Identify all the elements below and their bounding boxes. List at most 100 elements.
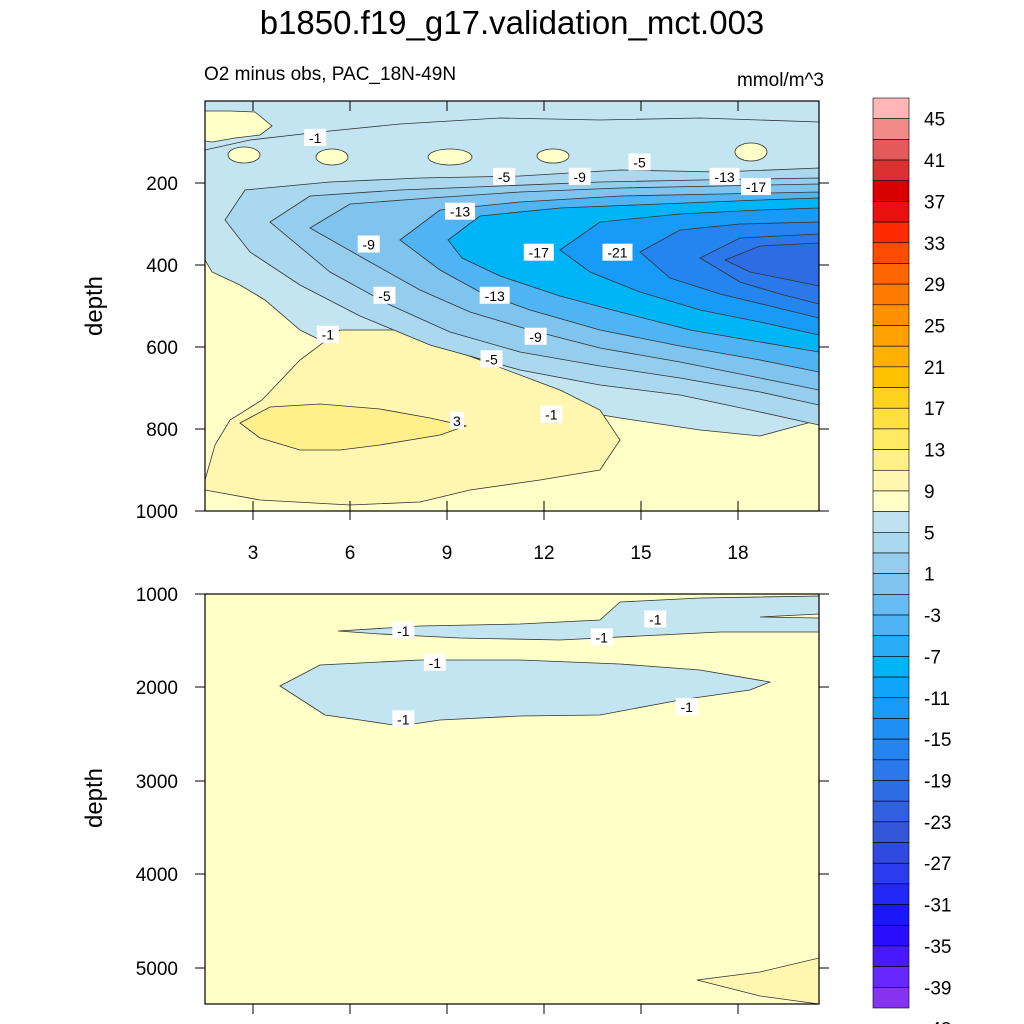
contour-label: -5	[498, 169, 511, 185]
colorbar-label: -23	[924, 813, 951, 834]
colorbar-swatch	[872, 325, 910, 347]
region-pos1-upper	[205, 110, 273, 143]
colorbar-swatch	[872, 966, 910, 988]
contour-label-bg	[392, 710, 415, 728]
colorbar-swatch	[872, 345, 910, 368]
contour-label-bg	[445, 202, 476, 220]
lower-y-axis-label: depth	[81, 768, 108, 828]
chart-title: b1850.f19_g17.validation_mct.003	[259, 4, 765, 41]
contour-label: -9	[573, 169, 586, 185]
lower-contour-field	[205, 594, 819, 1004]
contour-label: -13	[485, 288, 505, 304]
contour-label-bg	[357, 235, 380, 253]
colorbar-swatch	[872, 469, 910, 492]
region-pos3-deep	[696, 957, 819, 1004]
contour-label-bg	[741, 178, 772, 196]
chart-subtitle: O2 minus obs, PAC_18N-49N	[204, 64, 457, 85]
contour-label: -21	[607, 245, 627, 261]
lower-frame	[204, 593, 820, 1005]
colorbar-swatch	[872, 263, 910, 285]
colorbar-label: 41	[924, 151, 945, 172]
contour-label-bg	[628, 153, 651, 171]
upper-y-tick-labels: 200 400 600 800 1000	[136, 174, 178, 523]
contour-label-bg	[524, 327, 547, 345]
contour-label-bg	[590, 628, 613, 646]
contour-label: -9	[363, 237, 376, 253]
blob-4	[536, 148, 570, 164]
colorbar-swatch	[872, 635, 910, 657]
colorbar-swatch	[872, 656, 910, 678]
colorbar-label: 25	[924, 317, 945, 338]
field-bg-pos1	[205, 594, 819, 1004]
colorbar-swatch	[872, 407, 910, 430]
isoline-minus1-surface	[205, 117, 819, 151]
contour-label: -1	[397, 711, 410, 727]
blob-2	[315, 148, 349, 166]
y-tick-label: 1000	[136, 502, 178, 523]
colorbar-swatch	[872, 159, 910, 182]
colorbar-swatch	[872, 800, 910, 823]
colorbar-swatch	[872, 945, 910, 967]
contour-label: -9	[529, 329, 542, 345]
upper-x-tick-labels: 3 6 9 12 15 18	[248, 543, 749, 564]
contour-label: -5	[378, 288, 391, 304]
colorbar-label: 5	[924, 523, 935, 544]
contour-label: -13	[450, 204, 470, 220]
upper-contour-field	[205, 101, 819, 511]
contour-label: -1	[545, 407, 558, 423]
colorbar-swatch	[872, 676, 910, 699]
upper-x-ticks	[252, 101, 739, 520]
colorbar-swatch	[872, 573, 910, 595]
y-tick-label: 3000	[136, 772, 178, 793]
region-pos-sliver	[759, 613, 819, 619]
colorbar-swatch	[872, 366, 910, 388]
colorbar-label: -3	[924, 606, 941, 627]
contour-label: -17	[746, 179, 766, 195]
contour-label: -1	[397, 623, 410, 639]
contour-label-bg	[493, 167, 516, 185]
colorbar-label: -15	[924, 730, 951, 751]
colorbar-labels: 45 41 37 33 29 25 21 17 13 9 5 1 -3 -7 -11 -15 -19 -23 -27…	[924, 110, 951, 1024]
y-tick-label: 5000	[136, 959, 178, 980]
colorbar-swatch	[872, 614, 910, 637]
upper-frame	[204, 100, 820, 512]
colorbar-swatch	[872, 594, 910, 616]
contour-label-bg	[568, 167, 591, 185]
colorbar-label: 9	[924, 482, 935, 503]
contour-label-bg	[479, 286, 510, 304]
colorbar-swatch	[872, 304, 910, 326]
y-tick-label: 4000	[136, 865, 178, 886]
colorbar-swatch	[872, 842, 910, 864]
colorbar-label: -43	[924, 1020, 951, 1024]
lower-contour-labels: -1 -1 -1 -1 -1 -1	[392, 610, 698, 728]
contour-label-bg	[540, 405, 563, 423]
colorbar-swatch	[872, 139, 910, 161]
colorbar-swatch	[872, 221, 910, 244]
blob-3	[427, 148, 473, 166]
colorbar-label: -35	[924, 937, 951, 958]
contour-label-bg	[644, 610, 667, 628]
colorbar-swatch	[872, 821, 910, 843]
colorbar-swatch	[872, 552, 910, 574]
colorbar-swatch	[872, 718, 910, 740]
colorbar-swatch	[872, 97, 910, 119]
colorbar-swatch	[872, 428, 910, 450]
contour-label-bg	[449, 411, 464, 429]
contour-label: -1	[681, 699, 694, 715]
colorbar-label: -31	[924, 896, 951, 917]
lower-x-ticks	[252, 1004, 739, 1014]
x-tick-label: 12	[533, 543, 554, 564]
colorbar-swatch	[872, 883, 910, 905]
colorbar-swatch	[872, 387, 910, 409]
x-tick-label: 18	[727, 543, 748, 564]
y-tick-label: 1000	[136, 585, 178, 606]
upper-panel: 3 6 9 12 15 18 200 400 600 800 1000 dept	[81, 100, 829, 564]
colorbar-swatch	[872, 242, 910, 264]
contour-label: -1	[309, 130, 322, 146]
colorbar-label: -39	[924, 978, 951, 999]
contour-label-bg	[316, 325, 339, 343]
colorbar-label: -27	[924, 854, 951, 875]
colorbar-label: 29	[924, 275, 945, 296]
region-minus1-band-a	[337, 595, 819, 641]
y-tick-label: 2000	[136, 678, 178, 699]
